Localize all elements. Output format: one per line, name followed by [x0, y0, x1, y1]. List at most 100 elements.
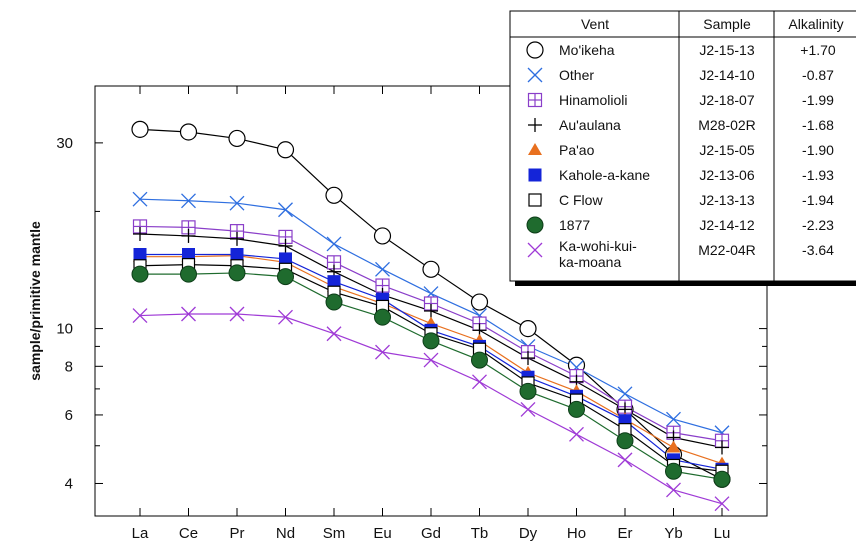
- data-point: [375, 261, 390, 277]
- data-point: [375, 344, 390, 360]
- series-markers-2: [132, 219, 730, 448]
- legend-vent-name: Other: [559, 67, 594, 83]
- legend-sample-id: J2-14-10: [699, 67, 754, 83]
- legend-vent-name-line: ka-moana: [559, 254, 621, 270]
- legend-sample-id: J2-18-07: [699, 92, 754, 108]
- y-axis-title: sample/primitive mantle: [27, 221, 43, 381]
- data-point: [714, 496, 730, 512]
- x-tick-label: Lu: [714, 525, 731, 542]
- legend-alkalinity: -1.93: [802, 167, 834, 183]
- data-point: [327, 275, 341, 289]
- data-point: [472, 374, 487, 390]
- legend-marker: [528, 118, 542, 132]
- marker-shape: [528, 143, 542, 155]
- legend-marker: [527, 92, 543, 108]
- legend-row: C Flow J2-13-13 -1.94: [528, 192, 834, 208]
- legend-alkalinity: -1.68: [802, 117, 834, 133]
- data-point: [277, 268, 294, 286]
- legend-vent-name: Mo'ikeha: [559, 42, 615, 58]
- marker-stroke: [278, 309, 293, 325]
- legend-alkalinity: -2.23: [802, 217, 834, 233]
- marker-shape: [666, 440, 681, 453]
- marker-shape: [131, 120, 149, 138]
- legend-sample-id: M22-04R: [698, 242, 756, 258]
- data-point: [181, 228, 196, 243]
- marker-shape: [131, 265, 149, 283]
- legend-marker: [528, 193, 542, 207]
- y-tick-label: 8: [65, 358, 73, 375]
- data-point: [665, 462, 682, 480]
- marker-stroke: [617, 452, 633, 468]
- legend-sample-id: J2-13-06: [699, 167, 754, 183]
- data-point: [131, 265, 149, 283]
- marker-shape: [665, 462, 682, 480]
- data-point: [713, 470, 731, 488]
- legend-vent-name: Ka-wohi-kui-ka-moana: [559, 238, 637, 270]
- legend-sample-id: J2-13-13: [699, 192, 754, 208]
- legend-marker: [528, 143, 542, 155]
- data-point: [229, 195, 245, 211]
- legend-sample-id: J2-14-12: [699, 217, 754, 233]
- legend-vent-name: Hinamolioli: [559, 92, 627, 108]
- marker-stroke: [326, 236, 342, 252]
- data-point: [422, 332, 440, 350]
- data-point: [569, 426, 584, 442]
- legend-rows: Mo'ikeha J2-15-13 +1.70 Other J2-14-10 -0.87 H…: [526, 41, 836, 270]
- marker-stroke: [666, 482, 681, 498]
- data-point: [422, 260, 440, 278]
- data-point: [278, 309, 293, 325]
- marker-shape: [182, 248, 195, 262]
- marker-shape: [519, 382, 537, 400]
- marker-shape: [327, 275, 341, 289]
- data-point: [470, 293, 489, 311]
- legend-header-sample: Sample: [703, 16, 751, 32]
- data-point: [521, 351, 535, 366]
- legend-alkalinity: -1.90: [802, 142, 834, 158]
- data-point: [373, 227, 392, 245]
- legend-marker: [528, 168, 542, 182]
- x-tick-label: Ho: [567, 525, 586, 542]
- marker-stroke: [472, 374, 487, 390]
- legend-row: Hinamolioli J2-18-07 -1.99: [527, 92, 834, 108]
- data-point: [132, 308, 148, 324]
- marker-stroke: [132, 308, 148, 324]
- data-point: [519, 319, 537, 338]
- data-point: [182, 248, 195, 262]
- marker-shape: [422, 332, 440, 350]
- data-point: [132, 219, 148, 234]
- legend-alkalinity: -1.94: [802, 192, 834, 208]
- series-markers-8: [132, 306, 730, 512]
- marker-stroke: [181, 193, 196, 209]
- marker-stroke: [278, 202, 293, 218]
- y-tick-label: 6: [65, 407, 73, 424]
- data-point: [229, 306, 245, 322]
- marker-shape: [568, 400, 585, 418]
- marker-stroke: [181, 306, 196, 322]
- marker-shape: [279, 252, 292, 266]
- legend-sample-id: J2-15-05: [699, 142, 754, 158]
- marker-shape: [470, 293, 489, 311]
- marker-shape: [179, 123, 198, 141]
- marker-shape: [133, 248, 147, 262]
- marker-shape: [276, 141, 295, 159]
- data-point: [181, 306, 196, 322]
- x-tick-label: Pr: [230, 525, 245, 542]
- data-point: [666, 482, 681, 498]
- data-point: [666, 411, 681, 427]
- marker-shape: [528, 168, 542, 182]
- marker-stroke: [569, 426, 584, 442]
- marker-shape: [230, 248, 244, 262]
- marker-shape: [526, 216, 544, 234]
- data-point: [278, 202, 293, 218]
- marker-shape: [526, 41, 544, 59]
- marker-stroke: [229, 195, 245, 211]
- marker-stroke: [527, 242, 543, 258]
- legend-box: [509, 10, 856, 282]
- data-point: [230, 231, 244, 246]
- x-tick-label: Yb: [664, 525, 682, 542]
- marker-stroke: [326, 326, 342, 342]
- legend-row: Au'aulana M28-02R -1.68: [528, 117, 834, 133]
- data-point: [180, 265, 197, 283]
- series-markers-6: [133, 258, 729, 478]
